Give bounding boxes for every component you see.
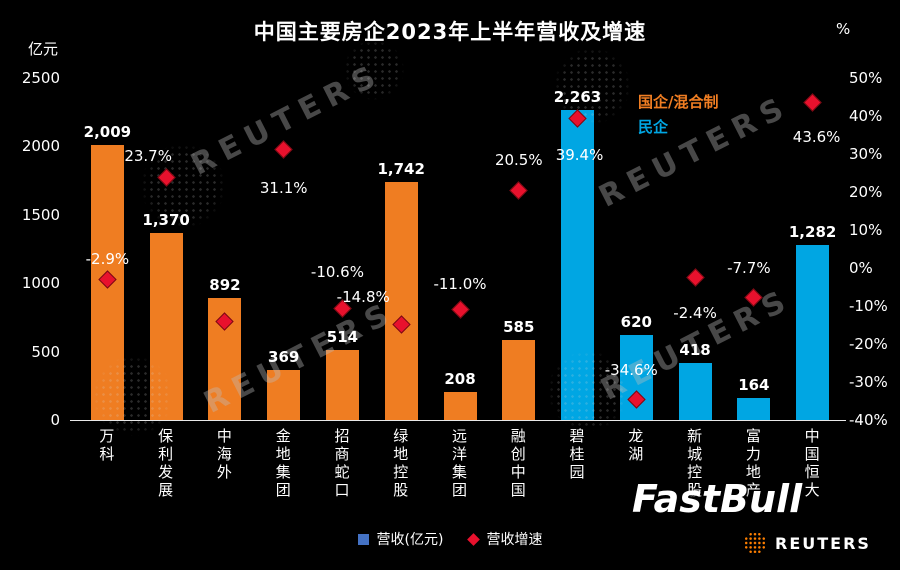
revenue-bar — [737, 397, 771, 420]
revenue-bar — [502, 339, 536, 420]
company-label: 富力地产 — [743, 428, 762, 500]
company-label: 金地集团 — [273, 428, 292, 500]
growth-value-label: -11.0% — [433, 274, 487, 293]
growth-value-label: -2.4% — [673, 304, 717, 323]
company-label: 碧桂园 — [567, 428, 586, 482]
left-axis-tick-label: 500 — [31, 342, 60, 361]
revenue-swatch-icon — [357, 533, 369, 545]
left-axis-tick-label: 1000 — [21, 274, 60, 293]
fastbull-logo: FastBull — [632, 477, 803, 521]
growth-legend-item: 营收增速 — [467, 529, 543, 549]
right-axis-tick-label: 50% — [849, 69, 883, 87]
revenue-bar — [561, 110, 595, 420]
revenue-bar — [149, 232, 183, 420]
right-axis-unit: % — [836, 20, 851, 38]
left-axis-tick-label: 2500 — [21, 69, 60, 87]
company-label: 中海外 — [214, 428, 233, 482]
reuters-dot-globe-watermark — [554, 48, 630, 124]
growth-value-label: -2.9% — [85, 250, 130, 269]
growth-legend-label: 营收增速 — [486, 532, 543, 548]
left-axis-tick-label: 1500 — [21, 205, 60, 224]
x-axis-line — [70, 420, 846, 421]
bar-value-label: 585 — [503, 317, 535, 336]
growth-value-label: -34.6% — [604, 361, 658, 380]
reuters-dot-globe-watermark — [548, 351, 628, 431]
right-axis-tick-label: -10% — [849, 297, 888, 315]
bar-value-label: 1,282 — [788, 222, 837, 241]
bar-value-label: 208 — [444, 369, 476, 388]
growth-value-label: 39.4% — [555, 146, 604, 165]
revenue-legend-label: 营收(亿元) — [376, 532, 444, 548]
growth-diamond — [803, 93, 822, 112]
revenue-bar — [796, 244, 830, 420]
right-axis-tick-label: 0% — [849, 259, 873, 277]
growth-value-label: 23.7% — [124, 146, 172, 165]
legend-item-soe: 国企/混合制 — [638, 93, 719, 111]
company-label: 绿地控股 — [391, 428, 410, 500]
revenue-bar — [384, 181, 418, 420]
growth-value-label: -14.8% — [336, 288, 390, 307]
bar-value-label: 164 — [738, 375, 770, 394]
company-label: 保利发展 — [156, 428, 175, 500]
bar-value-label: 369 — [268, 347, 300, 366]
growth-diamond — [450, 300, 470, 319]
company-label: 融创中国 — [508, 428, 527, 500]
bar-value-label: 418 — [679, 340, 711, 359]
bar-value-label: 2,263 — [553, 88, 602, 107]
bar-value-label: 514 — [326, 327, 359, 346]
growth-value-label: -10.6% — [310, 263, 364, 282]
reuters-dot-globe-watermark — [344, 40, 404, 100]
right-axis-tick-label: 10% — [849, 221, 883, 239]
right-axis-tick-label: 20% — [849, 183, 883, 201]
left-axis-tick-label: 0 — [50, 411, 60, 429]
company-label: 新城控股 — [685, 428, 704, 500]
revenue-bar — [325, 349, 359, 420]
reuters-dot-globe-watermark — [141, 144, 225, 228]
right-axis-tick-label: 40% — [849, 107, 883, 125]
revenue-legend-item: 营收(亿元) — [357, 529, 444, 549]
revenue-bar — [443, 391, 477, 420]
growth-value-label: 31.1% — [259, 178, 308, 197]
bar-value-label: 620 — [620, 313, 652, 332]
growth-value-label: -7.7% — [727, 259, 771, 278]
right-axis-tick-label: -40% — [849, 411, 888, 429]
bar-value-label: 1,370 — [142, 210, 190, 229]
growth-diamond-icon — [467, 532, 481, 546]
left-axis-tick-label: 2000 — [21, 137, 60, 156]
legend-item-private: 民企 — [638, 118, 669, 136]
company-label: 龙湖 — [626, 428, 645, 464]
series-legend: 营收(亿元) 营收增速 — [0, 529, 900, 549]
company-label: 中国恒大 — [802, 428, 821, 500]
bar-value-label: 2,009 — [83, 123, 132, 142]
company-label: 万科 — [97, 428, 116, 464]
revenue-bar — [267, 369, 301, 420]
company-label: 远洋集团 — [450, 428, 468, 500]
left-axis-unit: 亿元 — [28, 40, 59, 58]
bar-value-label: 892 — [209, 275, 241, 294]
group-legend: 国企/混合制 民企 — [638, 90, 718, 140]
bar-value-label: 1,742 — [377, 159, 425, 178]
reuters-globe-icon — [744, 532, 766, 554]
growth-value-label: 20.5% — [494, 151, 543, 170]
reuters-logo-text: REUTERS — [775, 533, 871, 553]
right-axis-tick-label: -20% — [849, 335, 888, 353]
chart-title: 中国主要房企2023年上半年营收及增速 — [253, 20, 647, 44]
company-label: 招商蛇口 — [332, 428, 351, 500]
reuters-logo: REUTERS — [744, 532, 871, 554]
growth-value-label: 43.6% — [792, 128, 841, 147]
right-axis-tick-label: -30% — [849, 373, 888, 391]
growth-diamond — [509, 180, 528, 200]
revenue-bar — [678, 362, 712, 420]
reuters-dot-globe-watermark — [93, 356, 173, 436]
growth-diamond — [685, 267, 705, 287]
right-axis-tick-label: 30% — [849, 145, 883, 163]
